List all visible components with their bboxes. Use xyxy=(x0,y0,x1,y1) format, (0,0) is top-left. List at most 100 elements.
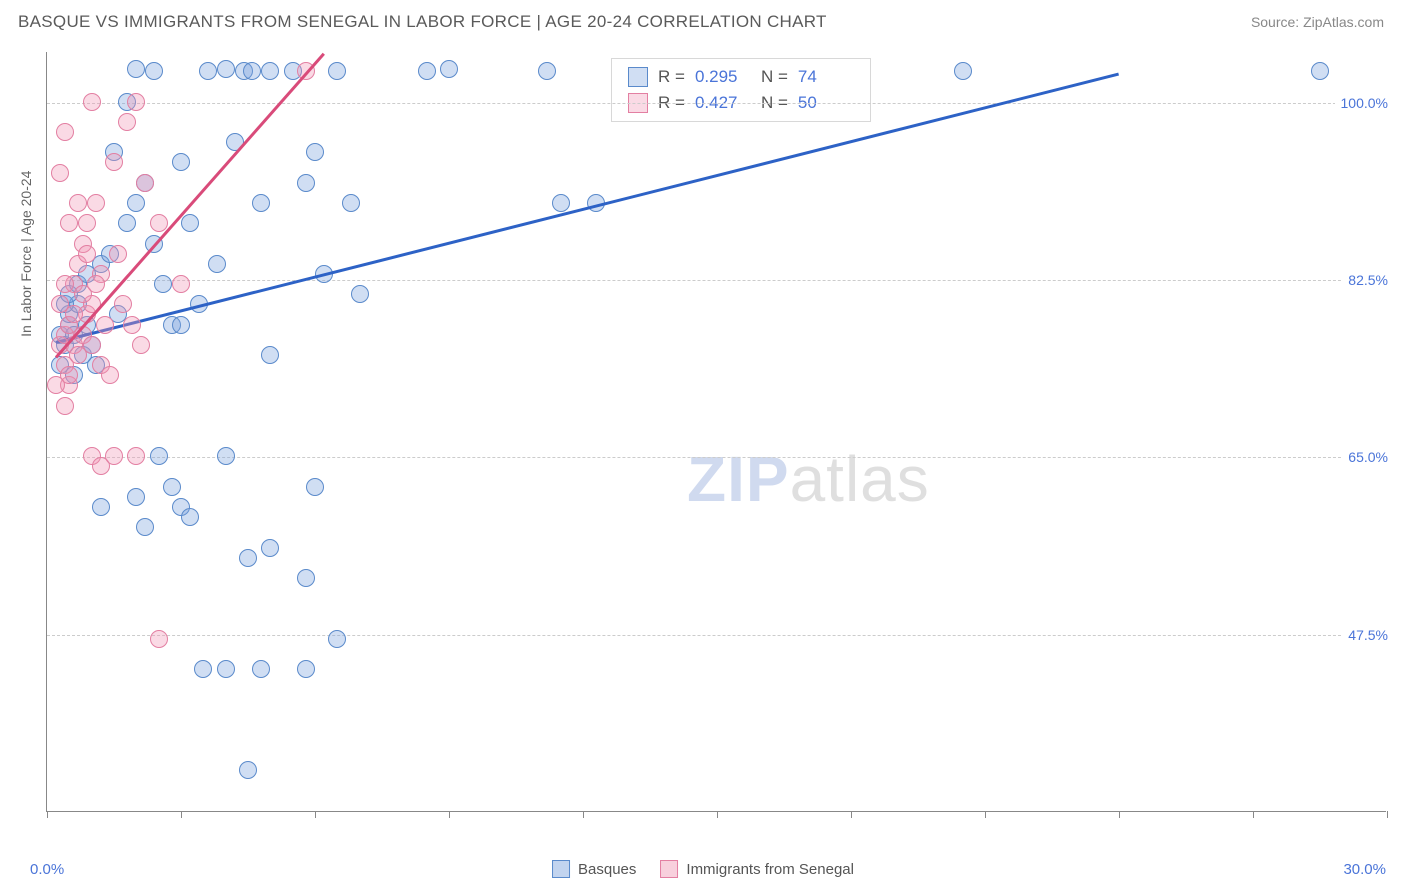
y-tick-label: 100.0% xyxy=(1335,95,1388,111)
x-axis-min-label: 0.0% xyxy=(30,861,64,878)
data-point xyxy=(136,518,154,536)
gridline xyxy=(47,103,1386,104)
data-point xyxy=(342,194,360,212)
data-point xyxy=(208,255,226,273)
data-point xyxy=(297,569,315,587)
data-point xyxy=(150,447,168,465)
n-value: 74 xyxy=(798,67,854,87)
data-point xyxy=(109,245,127,263)
y-tick-label: 82.5% xyxy=(1342,272,1388,288)
x-tick xyxy=(985,811,986,818)
data-point xyxy=(440,60,458,78)
data-point xyxy=(181,214,199,232)
data-point xyxy=(328,630,346,648)
data-point xyxy=(1311,62,1329,80)
data-point xyxy=(78,245,96,263)
data-point xyxy=(199,62,217,80)
scatter-chart: ZIPatlas R =0.295N =74R =0.427N =50 47.5… xyxy=(46,52,1386,812)
data-point xyxy=(252,660,270,678)
data-point xyxy=(87,194,105,212)
data-point xyxy=(306,478,324,496)
data-point xyxy=(194,660,212,678)
data-point xyxy=(136,174,154,192)
data-point xyxy=(127,488,145,506)
data-point xyxy=(65,305,83,323)
data-point xyxy=(261,346,279,364)
gridline xyxy=(47,280,1386,281)
x-tick xyxy=(1253,811,1254,818)
data-point xyxy=(96,316,114,334)
data-point xyxy=(78,214,96,232)
correlation-stat-box: R =0.295N =74R =0.427N =50 xyxy=(611,58,871,122)
data-point xyxy=(328,62,346,80)
legend-label: Immigrants from Senegal xyxy=(686,861,854,878)
data-point xyxy=(954,62,972,80)
data-point xyxy=(538,62,556,80)
trend-line xyxy=(56,72,1120,343)
source-link[interactable]: ZipAtlas.com xyxy=(1303,14,1384,30)
legend-swatch xyxy=(552,860,570,878)
data-point xyxy=(154,275,172,293)
x-tick xyxy=(315,811,316,818)
x-tick xyxy=(449,811,450,818)
legend-label: Basques xyxy=(578,861,636,878)
data-point xyxy=(69,194,87,212)
y-tick-label: 47.5% xyxy=(1342,627,1388,643)
data-point xyxy=(83,336,101,354)
x-tick xyxy=(851,811,852,818)
data-point xyxy=(351,285,369,303)
data-point xyxy=(83,93,101,111)
source-citation: Source: ZipAtlas.com xyxy=(1251,14,1384,30)
data-point xyxy=(217,447,235,465)
data-point xyxy=(418,62,436,80)
chart-title: BASQUE VS IMMIGRANTS FROM SENEGAL IN LAB… xyxy=(18,12,827,32)
stat-row: R =0.295N =74 xyxy=(628,67,854,87)
data-point xyxy=(105,447,123,465)
data-point xyxy=(127,447,145,465)
x-axis-max-label: 30.0% xyxy=(1343,861,1386,878)
data-point xyxy=(127,194,145,212)
data-point xyxy=(51,164,69,182)
data-point xyxy=(306,143,324,161)
data-point xyxy=(127,60,145,78)
data-point xyxy=(239,761,257,779)
x-tick xyxy=(583,811,584,818)
x-tick xyxy=(717,811,718,818)
r-value: 0.295 xyxy=(695,67,751,87)
data-point xyxy=(217,660,235,678)
data-point xyxy=(150,630,168,648)
data-point xyxy=(127,93,145,111)
data-point xyxy=(47,376,65,394)
data-point xyxy=(123,316,141,334)
data-point xyxy=(217,60,235,78)
data-point xyxy=(56,397,74,415)
data-point xyxy=(252,194,270,212)
data-point xyxy=(92,498,110,516)
gridline xyxy=(47,635,1386,636)
data-point xyxy=(172,316,190,334)
data-point xyxy=(261,539,279,557)
data-point xyxy=(181,508,199,526)
data-point xyxy=(145,62,163,80)
data-point xyxy=(56,123,74,141)
data-point xyxy=(297,174,315,192)
y-axis-title: In Labor Force | Age 20-24 xyxy=(18,171,34,337)
data-point xyxy=(552,194,570,212)
data-point xyxy=(56,275,74,293)
x-tick xyxy=(1387,811,1388,818)
data-point xyxy=(132,336,150,354)
data-point xyxy=(163,478,181,496)
data-point xyxy=(87,275,105,293)
data-point xyxy=(239,549,257,567)
x-tick xyxy=(181,811,182,818)
x-tick xyxy=(47,811,48,818)
data-point xyxy=(118,113,136,131)
data-point xyxy=(297,660,315,678)
data-point xyxy=(261,62,279,80)
chart-header: BASQUE VS IMMIGRANTS FROM SENEGAL IN LAB… xyxy=(0,0,1406,40)
data-point xyxy=(101,366,119,384)
data-point xyxy=(60,214,78,232)
data-point xyxy=(114,295,132,313)
y-tick-label: 65.0% xyxy=(1342,449,1388,465)
data-point xyxy=(172,153,190,171)
